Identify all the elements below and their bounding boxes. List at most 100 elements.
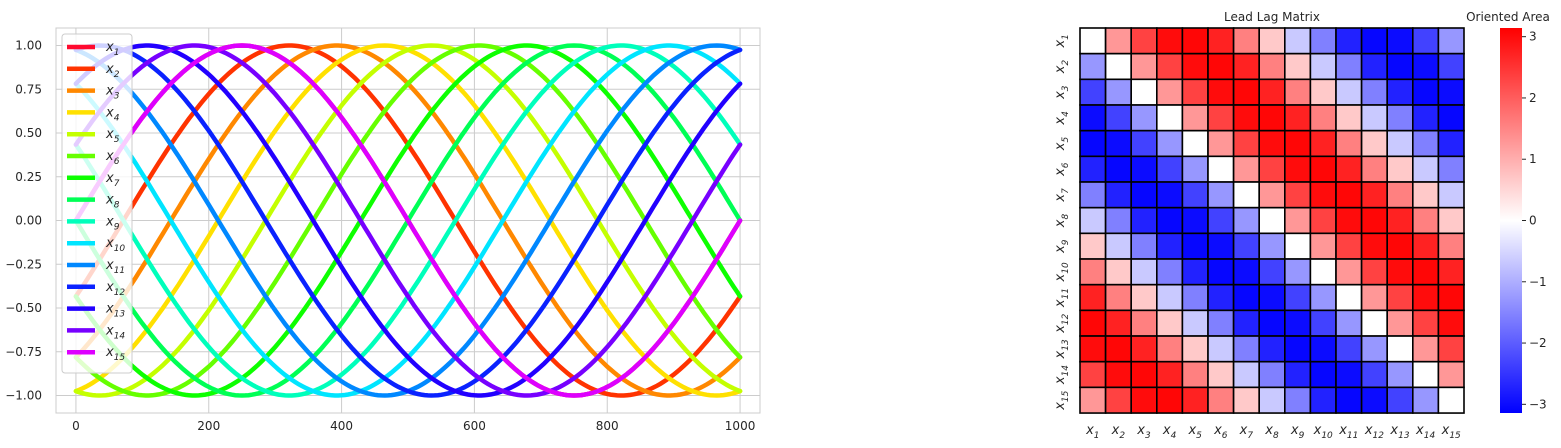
heatmap-cell [1207,386,1235,414]
heatmap-cell [1156,206,1184,235]
heatmap-cell [1258,335,1286,363]
heatmap-cell [1335,129,1363,158]
heatmap-cell [1437,104,1465,132]
series-line-x14 [73,43,743,398]
heatmap-cell [1360,129,1388,158]
heatmap-cell [1207,129,1235,158]
x-tick-label: 400 [330,419,353,433]
heatmap-cell [1130,78,1158,106]
heatmap-cell [1412,27,1440,55]
heatmap-cell [1130,52,1158,81]
heatmap-cell [1156,78,1184,106]
heatmap-cell [1181,309,1209,337]
heatmap-cell [1079,129,1107,158]
heatmap-cell [1104,360,1132,389]
heatmap-cell [1437,360,1465,389]
heatmap-cell [1284,335,1312,363]
heatmap-cell [1360,232,1388,260]
heatmap-cell [1130,309,1158,337]
heatmap-cell [1104,52,1132,81]
heatmap-cell [1437,181,1465,209]
heatmap-cell [1437,78,1465,106]
heatmap-cell [1232,258,1260,286]
heatmap-cell [1207,181,1235,209]
heatmap-cell [1258,206,1286,235]
x-tick-label: 600 [463,419,486,433]
heatmap-cell [1232,386,1260,414]
heatmap-cell [1104,335,1132,363]
heatmap-cell [1130,206,1158,235]
y-tick-label: −0.50 [5,301,42,315]
heatmap-cell [1360,27,1388,55]
legend-label-x1: x1 [105,40,119,58]
heatmap-cell [1130,232,1158,260]
heatmap-cell [1079,386,1107,414]
heatmap-cell [1360,52,1388,81]
heatmap-cell [1309,283,1337,312]
line-legend: x1 x2 x3 x4 x5 x6 x7 x8 x9 x10 x11 x12 x13 x14 x15 [61,33,133,374]
heatmap-cell [1130,386,1158,414]
heatmap-cell [1156,309,1184,337]
heatmap-cell [1309,309,1337,337]
heatmap-cell [1207,258,1235,286]
heatmap-cell [1284,360,1312,389]
heatmap-cell [1181,78,1209,106]
heatmap-col-label: x5 [1187,423,1202,441]
colorbar-gradient [1500,28,1522,413]
heatmap-cell [1258,181,1286,209]
x-tick-label: 0 [72,419,80,433]
heatmap-cell [1412,155,1440,183]
heatmap-cell [1181,360,1209,389]
heatmap-cell [1104,283,1132,312]
heatmap-cell [1181,258,1209,286]
heatmap-cell [1156,335,1184,363]
heatmap-cell [1258,360,1286,389]
heatmap-cell [1130,104,1158,132]
heatmap-col-label: x8 [1264,423,1279,441]
heatmap-cell [1412,232,1440,260]
y-tick-label: −1.00 [5,389,42,403]
heatmap-cell [1386,232,1414,260]
heatmap-cell [1130,360,1158,389]
heatmap-row-label: x7 [1053,188,1071,203]
heatmap-cell [1335,335,1363,363]
heatmap-cell [1412,104,1440,132]
heatmap-cell [1386,52,1414,81]
heatmap-col-label: x1 [1085,423,1099,441]
heatmap-cell [1232,181,1260,209]
heatmap-cell [1309,27,1337,55]
heatmap-cell [1156,386,1184,414]
heatmap-cell [1156,104,1184,132]
heatmap-chart: Lead Lag Matrix x1 x2 x3 x4 x5 x6 x7 x8 x9 x10 x11… [1053,10,1550,441]
heatmap-row-label: x9 [1053,239,1071,254]
heatmap-cell [1104,232,1132,260]
legend-label-x9: x9 [105,214,120,232]
heatmap-cell [1412,181,1440,209]
heatmap-cell [1437,283,1465,312]
colorbar-tick-label: −2 [1529,336,1547,350]
heatmap-cell [1437,52,1465,81]
heatmap-cell [1104,258,1132,286]
heatmap-col-label: x13 [1389,423,1409,441]
heatmap-cell [1284,258,1312,286]
heatmap-cell [1412,206,1440,235]
heatmap-cell [1437,155,1465,183]
colorbar-tick-label: 1 [1529,152,1537,166]
heatmap-cell [1386,206,1414,235]
heatmap-cell [1079,283,1107,312]
heatmap-cell [1130,27,1158,55]
colorbar-tick-label: 3 [1529,30,1537,44]
heatmap-cell [1360,335,1388,363]
heatmap-cell [1335,206,1363,235]
heatmap-cell [1335,181,1363,209]
heatmap-cell [1232,206,1260,235]
heatmap-row-label: x13 [1053,339,1071,359]
heatmap-cell [1284,104,1312,132]
heatmap-cell [1335,52,1363,81]
heatmap-cell [1232,335,1260,363]
heatmap-row-label: x2 [1053,60,1071,75]
heatmap-cell [1181,27,1209,55]
colorbar-tick-label: 0 [1529,214,1537,228]
heatmap-cell [1258,232,1286,260]
legend-label-x5: x5 [105,127,120,145]
